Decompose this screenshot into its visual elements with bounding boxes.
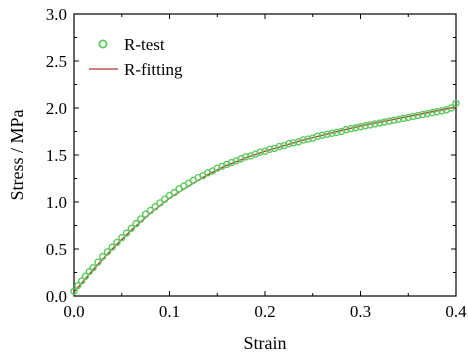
data-point-r-test	[342, 125, 350, 134]
data-point-r-test	[375, 119, 384, 127]
data-point-r-test	[414, 111, 422, 120]
data-point-r-test	[74, 281, 82, 290]
test-points-layer	[70, 99, 460, 295]
data-point-r-test	[433, 108, 441, 116]
data-point-r-test	[385, 117, 393, 125]
data-point-r-test	[332, 128, 341, 137]
data-point-r-test	[256, 148, 264, 156]
fit-line-r-fitting	[73, 106, 457, 293]
data-point-r-test	[356, 123, 365, 131]
data-point-r-test	[132, 219, 140, 228]
data-point-r-test	[141, 210, 150, 218]
y-tick-label: 1.0	[46, 193, 67, 212]
x-tick-label: 0.3	[350, 302, 371, 321]
data-point-r-test	[81, 272, 90, 280]
data-point-r-test	[452, 99, 460, 108]
x-axis-title: Strain	[244, 333, 287, 353]
data-point-r-test	[77, 277, 86, 285]
fit-line-layer	[73, 106, 457, 293]
data-point-r-test	[447, 104, 455, 112]
legend-label-r-test: R-test	[124, 35, 165, 54]
data-point-r-test	[146, 206, 155, 215]
data-point-r-test	[118, 234, 126, 242]
legend: R-test R-fitting	[89, 35, 183, 79]
data-point-r-test	[318, 131, 326, 139]
data-point-r-test	[127, 224, 136, 233]
y-tick-label: 0.5	[46, 240, 67, 259]
x-tick-label: 0.2	[254, 302, 275, 321]
y-axis-ticks: 0.0 0.5 1.0 1.5 2.0 2.5 3.0	[46, 5, 456, 306]
y-tick-label: 1.5	[46, 146, 67, 165]
data-point-r-test	[108, 243, 116, 251]
data-point-r-test	[313, 132, 322, 140]
plot-border	[73, 13, 457, 297]
data-point-r-test	[299, 136, 307, 144]
data-point-r-test	[304, 135, 312, 143]
data-point-r-test	[390, 116, 398, 124]
legend-label-r-fitting: R-fitting	[124, 60, 183, 79]
data-point-r-test	[361, 122, 369, 130]
y-tick-label: 3.0	[46, 5, 67, 24]
data-point-r-test	[347, 124, 355, 133]
data-point-r-test	[371, 120, 379, 128]
data-point-r-test	[242, 153, 250, 161]
plot-frame	[73, 13, 457, 297]
data-point-r-test	[275, 142, 284, 151]
x-axis-ticks: 0.0 0.1 0.2 0.3 0.4	[63, 14, 467, 321]
data-point-r-test	[113, 238, 121, 247]
data-point-r-test	[323, 130, 331, 139]
y-tick-label: 2.0	[46, 99, 67, 118]
data-point-r-test	[94, 258, 102, 266]
data-point-r-test	[380, 118, 389, 126]
data-point-r-test	[404, 113, 412, 122]
data-point-r-test	[266, 145, 274, 154]
y-tick-label: 2.5	[46, 52, 67, 71]
data-point-r-test	[399, 114, 408, 123]
data-point-r-test	[137, 215, 145, 223]
data-point-r-test	[89, 264, 97, 272]
data-point-r-test	[151, 202, 159, 211]
data-point-r-test	[122, 229, 131, 237]
data-point-r-test	[418, 110, 427, 119]
legend-marker-r-test	[98, 39, 108, 49]
data-point-r-test	[395, 115, 403, 123]
data-point-r-test	[352, 124, 360, 132]
data-point-r-test	[423, 109, 432, 118]
y-axis-title: Stress / MPa	[7, 109, 27, 200]
data-point-r-test	[409, 112, 417, 121]
data-point-r-test	[161, 195, 169, 203]
x-tick-label: 0.0	[63, 302, 84, 321]
x-tick-label: 0.1	[159, 302, 180, 321]
data-point-r-test	[156, 199, 164, 207]
y-tick-label: 0.0	[46, 287, 67, 306]
data-point-r-test	[366, 121, 374, 129]
x-tick-label: 0.4	[445, 302, 467, 321]
data-point-r-test	[70, 287, 78, 295]
data-point-r-test	[85, 267, 93, 276]
data-point-r-test	[285, 140, 293, 148]
data-point-r-test	[437, 107, 446, 115]
data-point-r-test	[328, 129, 336, 138]
data-point-r-test	[103, 248, 112, 256]
data-point-r-test	[428, 108, 436, 117]
data-point-r-test	[170, 188, 178, 197]
data-point-r-test	[289, 139, 298, 147]
data-point-r-test	[98, 252, 107, 261]
